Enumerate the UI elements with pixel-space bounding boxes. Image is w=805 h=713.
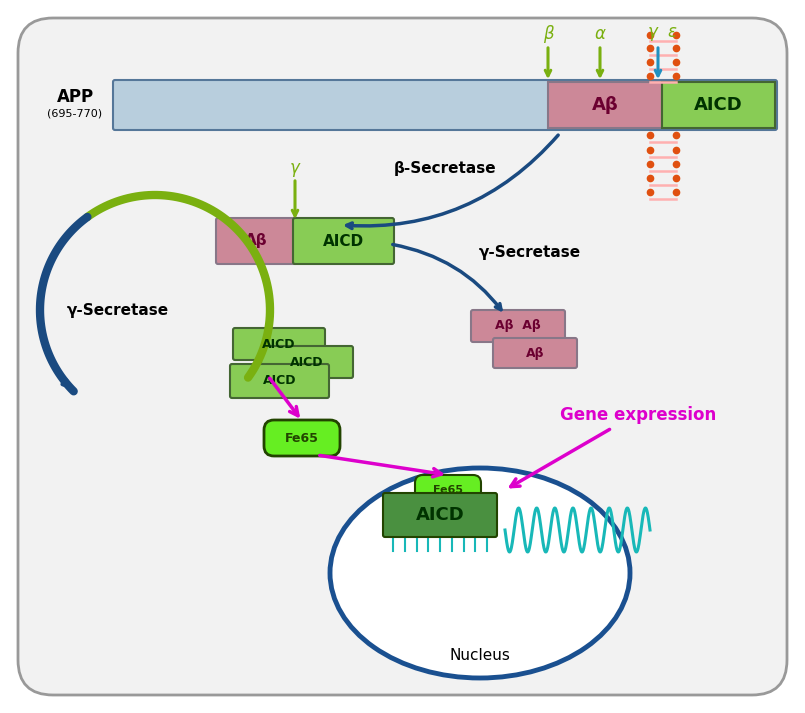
FancyBboxPatch shape [293, 218, 394, 264]
Text: Aβ: Aβ [526, 347, 544, 359]
FancyBboxPatch shape [415, 475, 481, 505]
FancyBboxPatch shape [18, 18, 787, 695]
Text: Aβ: Aβ [246, 233, 268, 249]
Text: γ-Secretase: γ-Secretase [479, 245, 581, 260]
Text: Fe65: Fe65 [285, 431, 319, 444]
Text: γ: γ [290, 159, 300, 177]
Text: (695-770): (695-770) [47, 109, 102, 119]
Text: Gene expression: Gene expression [559, 406, 716, 424]
FancyBboxPatch shape [471, 310, 565, 342]
FancyBboxPatch shape [216, 218, 297, 264]
FancyBboxPatch shape [261, 346, 353, 378]
Text: Aβ: Aβ [592, 96, 618, 114]
Text: AICD: AICD [291, 356, 324, 369]
Text: ε: ε [667, 23, 676, 41]
Text: α: α [595, 25, 605, 43]
FancyBboxPatch shape [230, 364, 329, 398]
Text: AICD: AICD [262, 374, 296, 387]
FancyBboxPatch shape [264, 420, 340, 456]
Text: AICD: AICD [323, 233, 364, 249]
Text: γ-Secretase: γ-Secretase [67, 302, 169, 317]
FancyBboxPatch shape [548, 82, 662, 128]
Text: γ: γ [648, 23, 658, 41]
FancyBboxPatch shape [383, 493, 497, 537]
Text: APP: APP [56, 88, 93, 106]
Text: AICD: AICD [262, 337, 295, 351]
FancyBboxPatch shape [493, 338, 577, 368]
FancyBboxPatch shape [662, 82, 775, 128]
Text: Nucleus: Nucleus [449, 649, 510, 664]
Text: AICD: AICD [694, 96, 743, 114]
Text: β: β [543, 25, 553, 43]
FancyBboxPatch shape [233, 328, 325, 360]
Ellipse shape [330, 468, 630, 678]
FancyBboxPatch shape [113, 80, 777, 130]
Text: Fe65: Fe65 [433, 485, 463, 495]
Text: Aβ  Aβ: Aβ Aβ [495, 319, 541, 332]
Text: AICD: AICD [415, 506, 464, 524]
Text: β-Secretase: β-Secretase [394, 160, 497, 175]
